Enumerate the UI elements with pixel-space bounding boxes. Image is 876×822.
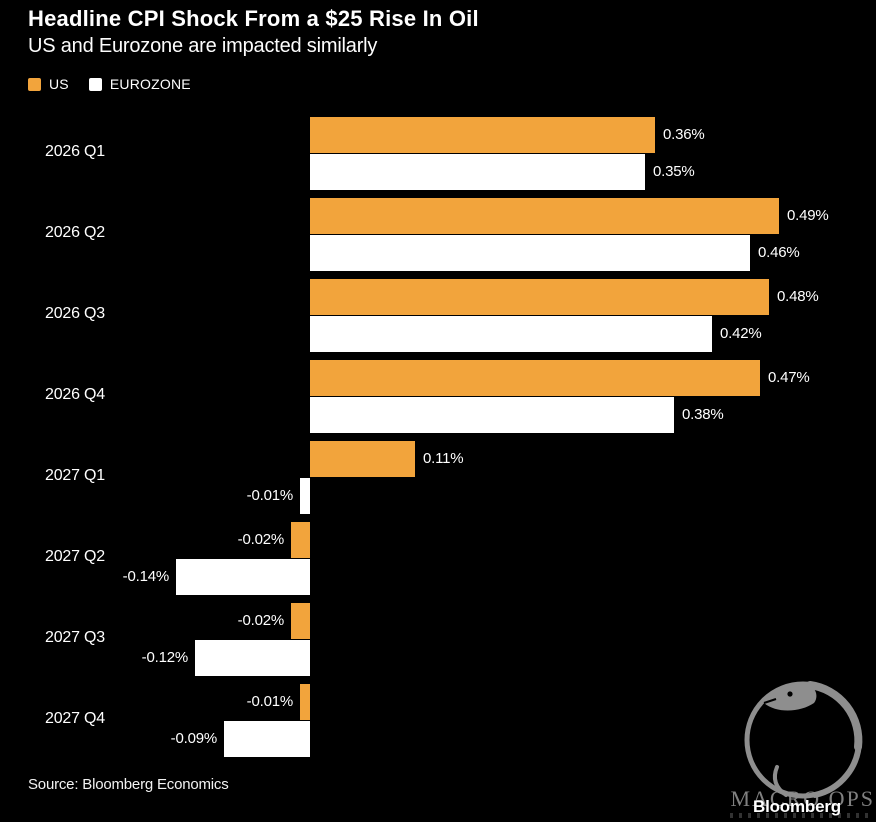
source-note: Source: Bloomberg Economics [28, 776, 229, 793]
value-label-eurozone-2027-q1: -0.01% [246, 487, 294, 504]
value-label-eurozone-2026-q4: 0.38% [682, 406, 724, 423]
bar-us-2027-q1 [310, 441, 415, 477]
chart-subtitle: US and Eurozone are impacted similarly [28, 35, 378, 57]
value-label-us-2027-q2: -0.02% [237, 531, 285, 548]
category-label-2026-q4: 2026 Q4 [45, 386, 105, 403]
value-label-eurozone-2026-q3: 0.42% [720, 325, 762, 342]
bar-chart-area: 2026 Q1 0.36% 0.35% 2026 Q2 0.49% 0.46% 2026 Q… [0, 110, 876, 765]
bar-eurozone-2026-q3 [310, 316, 712, 352]
value-label-us-2027-q4: -0.01% [246, 693, 294, 710]
value-label-eurozone-2026-q2: 0.46% [758, 244, 800, 261]
value-label-us-2026-q4: 0.47% [768, 369, 810, 386]
bar-eurozone-2026-q1 [310, 154, 645, 190]
bar-us-2026-q1 [310, 117, 655, 153]
category-label-2027-q2: 2027 Q2 [45, 548, 105, 565]
value-label-us-2027-q1: 0.11% [423, 450, 464, 467]
category-label-2027-q1: 2027 Q1 [45, 467, 105, 484]
value-label-us-2026-q2: 0.49% [787, 207, 829, 224]
category-label-2026-q3: 2026 Q3 [45, 305, 105, 322]
bar-us-2026-q2 [310, 198, 779, 234]
legend-label-us: US [49, 76, 69, 92]
macro-ops-watermark: MACRO OPS [718, 660, 876, 822]
bar-eurozone-2026-q2 [310, 235, 750, 271]
value-label-eurozone-2026-q1: 0.35% [653, 163, 695, 180]
bar-us-2027-q3 [291, 603, 310, 639]
bar-us-2027-q4 [300, 684, 310, 720]
value-label-eurozone-2027-q2: -0.14% [122, 568, 170, 585]
watermark-text: MACRO OPS [730, 786, 875, 811]
bar-us-2027-q2 [291, 522, 310, 558]
bar-us-2026-q4 [310, 360, 760, 396]
category-label-2026-q1: 2026 Q1 [45, 143, 105, 160]
watermark-tagline-dots [730, 813, 872, 818]
bar-eurozone-2027-q1 [300, 478, 310, 514]
chart-legend: US EUROZONE [28, 76, 191, 92]
value-label-us-2026-q1: 0.36% [663, 126, 705, 143]
legend-item-eurozone: EUROZONE [88, 76, 191, 92]
legend-item-us: US [28, 76, 69, 92]
value-label-us-2027-q3: -0.02% [237, 612, 285, 629]
bar-us-2026-q3 [310, 279, 769, 315]
bar-eurozone-2027-q4 [224, 721, 310, 757]
legend-label-eurozone: EUROZONE [109, 76, 191, 92]
value-label-eurozone-2027-q3: -0.12% [141, 649, 189, 666]
bar-eurozone-2026-q4 [310, 397, 674, 433]
bar-eurozone-2027-q3 [195, 640, 310, 676]
category-label-2027-q4: 2027 Q4 [45, 710, 105, 727]
ouroboros-snake-logo-icon [744, 681, 863, 799]
category-label-2026-q2: 2026 Q2 [45, 224, 105, 241]
legend-swatch-eurozone [88, 77, 102, 91]
bloomberg-wordmark: Bloomberg [753, 797, 841, 816]
chart-title: Headline CPI Shock From a $25 Rise In Oi… [28, 6, 479, 31]
value-label-eurozone-2027-q4: -0.09% [170, 730, 218, 747]
bar-eurozone-2027-q2 [176, 559, 310, 595]
category-label-2027-q3: 2027 Q3 [45, 629, 105, 646]
legend-swatch-us [28, 77, 41, 91]
value-label-us-2026-q3: 0.48% [777, 288, 819, 305]
